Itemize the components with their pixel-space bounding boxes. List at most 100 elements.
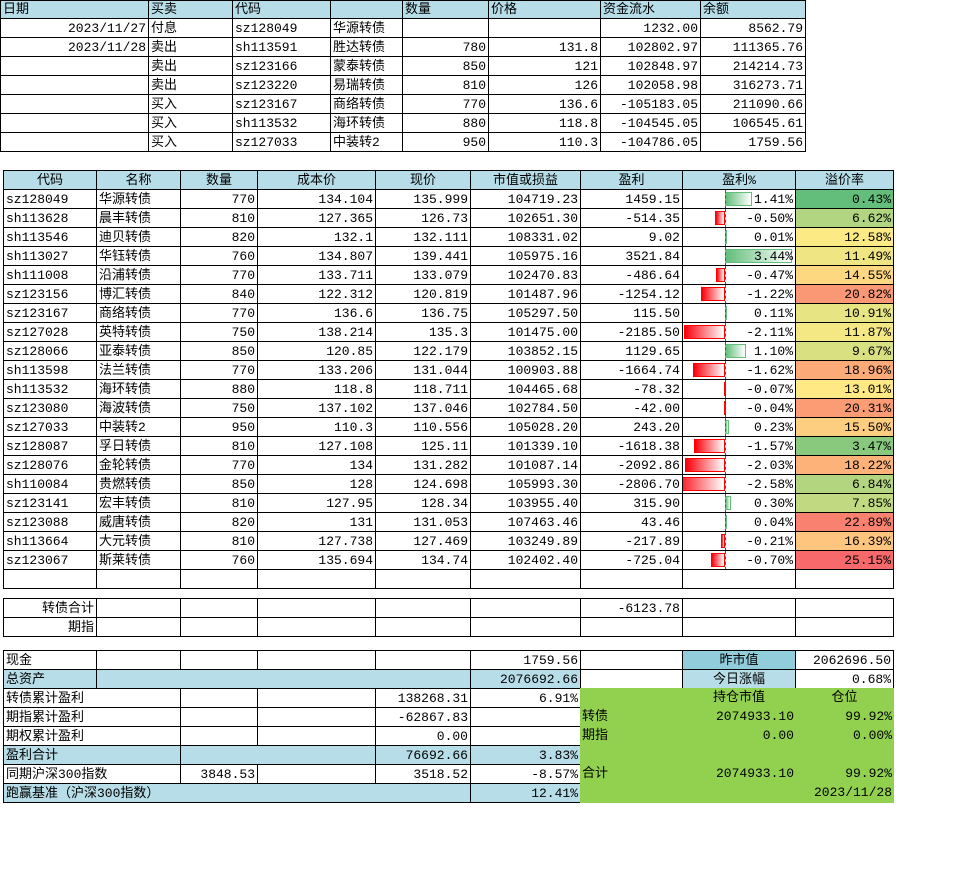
- cell: [257, 598, 376, 618]
- cell: 20.31%: [795, 398, 894, 418]
- cell: [180, 726, 258, 746]
- cell-text: 华钰转债: [99, 249, 152, 264]
- cell: 131: [257, 512, 376, 532]
- cell: [580, 650, 683, 670]
- cell-text: 蒙泰转债: [333, 59, 386, 74]
- heat-fill: [796, 532, 893, 550]
- cell-text: 133.711: [318, 268, 373, 283]
- cell-text: 820: [231, 230, 255, 245]
- cell: sz123141: [3, 493, 97, 513]
- cell: [580, 617, 683, 637]
- cell-text: 0.01%: [753, 230, 793, 245]
- cell: 买入: [148, 113, 233, 133]
- cell: -217.89: [580, 531, 683, 551]
- cell: sh113598: [3, 360, 97, 380]
- cell: sz127028: [3, 322, 97, 342]
- cell-text: 102470.83: [507, 268, 578, 283]
- cell: 103955.40: [470, 493, 581, 513]
- cell: -0.70%: [682, 550, 796, 570]
- cell: 3521.84: [580, 246, 683, 266]
- cell: -486.64: [580, 265, 683, 285]
- cell-text: sh113591: [235, 40, 298, 55]
- cell-text: 105975.16: [507, 249, 578, 264]
- cell: -104786.05: [600, 132, 701, 152]
- cell-text: -2.03%: [746, 458, 793, 473]
- cell: sz128049: [3, 189, 97, 209]
- cell: sh113628: [3, 208, 97, 228]
- cell-text: sz128076: [6, 458, 69, 473]
- cell-text: 代码: [235, 2, 262, 17]
- heat-fill: [796, 437, 893, 455]
- cell-text: 135.3: [428, 325, 468, 340]
- cell-text: 99.92%: [845, 766, 892, 781]
- cell-text: -0.50%: [746, 211, 793, 226]
- cell-text: 102651.30: [507, 211, 578, 226]
- cell-text: 128: [349, 477, 373, 492]
- cell-text: 122.312: [318, 287, 373, 302]
- cell-text: -725.04: [625, 553, 680, 568]
- cell: 100903.88: [470, 360, 581, 380]
- cell: 金轮转债: [96, 455, 181, 475]
- cell-text: 现价: [409, 173, 436, 188]
- cell: 104465.68: [470, 379, 581, 399]
- cell: 136.6: [257, 303, 376, 323]
- cell-text: 20.31%: [844, 401, 891, 416]
- cell-text: 11.87%: [844, 325, 891, 340]
- cell: sz128087: [3, 436, 97, 456]
- cell-text: 付息: [151, 21, 178, 36]
- cell-text: 0.30%: [753, 496, 793, 511]
- cell-text: 104465.68: [507, 382, 578, 397]
- cell: sh110084: [3, 474, 97, 494]
- cell-text: 850: [231, 477, 255, 492]
- cell: 950: [180, 417, 258, 437]
- cell: 买卖: [148, 0, 233, 19]
- cell-text: -78.32: [633, 382, 680, 397]
- cell-text: -104545.05: [619, 116, 698, 131]
- cell-text: 101475.00: [507, 325, 578, 340]
- cell: 合计: [580, 764, 683, 784]
- cell: 海环转债: [96, 379, 181, 399]
- cell: 111365.76: [700, 37, 806, 57]
- axis-line: [725, 513, 726, 531]
- cell-text: sz123220: [235, 78, 298, 93]
- cell: 博汇转债: [96, 284, 181, 304]
- cell: -1.62%: [682, 360, 796, 380]
- cell-text: -8.57%: [531, 767, 578, 782]
- cell-text: 9.67%: [851, 344, 891, 359]
- cell: 2023/11/28: [0, 37, 149, 57]
- heat-fill: [796, 361, 893, 379]
- cell: 卖出: [148, 56, 233, 76]
- heat-fill: [796, 551, 893, 569]
- cell-text: 海环转债: [99, 382, 152, 397]
- cell: 18.22%: [795, 455, 894, 475]
- cell: -0.50%: [682, 208, 796, 228]
- cell: -2806.70: [580, 474, 683, 494]
- cell: 120.85: [257, 341, 376, 361]
- cell: [257, 617, 376, 637]
- cell-text: -514.35: [625, 211, 680, 226]
- cell-text: 仓位: [831, 690, 858, 705]
- cell: 名称: [96, 170, 181, 190]
- data-bar: [694, 439, 725, 453]
- cell: 127.95: [257, 493, 376, 513]
- axis-line: [725, 323, 726, 341]
- cell-text: 139.441: [413, 249, 468, 264]
- cell: 8562.79: [700, 18, 806, 38]
- cell: 880: [402, 113, 489, 133]
- cell-text: 买卖: [151, 2, 178, 17]
- cell: 盈利合计: [3, 745, 181, 765]
- cell: 102470.83: [470, 265, 581, 285]
- cell: [96, 569, 181, 589]
- cell-text: 1.41%: [753, 192, 793, 207]
- cell-text: 810: [462, 78, 486, 93]
- cell: 0.68%: [795, 669, 894, 689]
- cell-text: 沿浦转债: [99, 268, 152, 283]
- cell: sz128076: [3, 455, 97, 475]
- cell: 134.807: [257, 246, 376, 266]
- cell: 211090.66: [700, 94, 806, 114]
- cell-text: 大元转债: [99, 534, 152, 549]
- cell: 卖出: [148, 37, 233, 57]
- cell: 海波转债: [96, 398, 181, 418]
- cell: [0, 94, 149, 114]
- axis-line: [725, 266, 726, 284]
